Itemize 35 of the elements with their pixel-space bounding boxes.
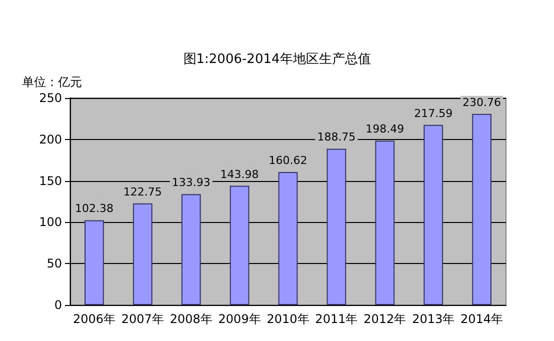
data-label: 230.76: [462, 96, 502, 109]
bar: [326, 148, 346, 305]
x-tick-label: 2012年: [364, 312, 406, 326]
x-tick-label: 2011年: [315, 312, 358, 326]
y-tick-label: 250: [39, 91, 62, 105]
y-axis-title: 单位：亿元: [22, 75, 82, 89]
bar: [375, 140, 395, 305]
x-tick-label: 2009年: [218, 312, 261, 326]
data-label: 217.59: [414, 106, 453, 120]
bar: [132, 203, 152, 305]
data-label: 133.93: [172, 176, 210, 190]
data-label: 188.75: [317, 130, 356, 144]
x-tick-label: 2010年: [266, 312, 310, 326]
x-tick-label: 2014年: [460, 312, 504, 326]
data-label: 122.75: [123, 185, 162, 198]
data-label: 160.62: [268, 154, 308, 168]
y-tick-label: 100: [39, 215, 62, 230]
y-tick-label: 0: [54, 298, 62, 312]
x-tick-label: 2013年: [412, 312, 455, 326]
y-tick-label: 200: [39, 132, 62, 146]
x-tick-label: 2007年: [121, 312, 164, 326]
bar: [181, 194, 201, 305]
x-tick-label: 2008年: [170, 312, 212, 326]
bar: [472, 114, 492, 305]
x-tick-label: 2006年: [72, 312, 116, 326]
data-label: 198.49: [366, 122, 404, 136]
bar: [230, 186, 250, 305]
bar: [84, 220, 104, 305]
bar: [424, 124, 444, 305]
data-label: 102.38: [74, 202, 114, 216]
y-tick-label: 150: [39, 174, 62, 188]
y-tick-label: 50: [46, 256, 62, 271]
bar: [278, 172, 298, 305]
data-label: 143.98: [220, 168, 259, 181]
chart-title: 图1:2006-2014年地区生产总值: [183, 52, 371, 67]
